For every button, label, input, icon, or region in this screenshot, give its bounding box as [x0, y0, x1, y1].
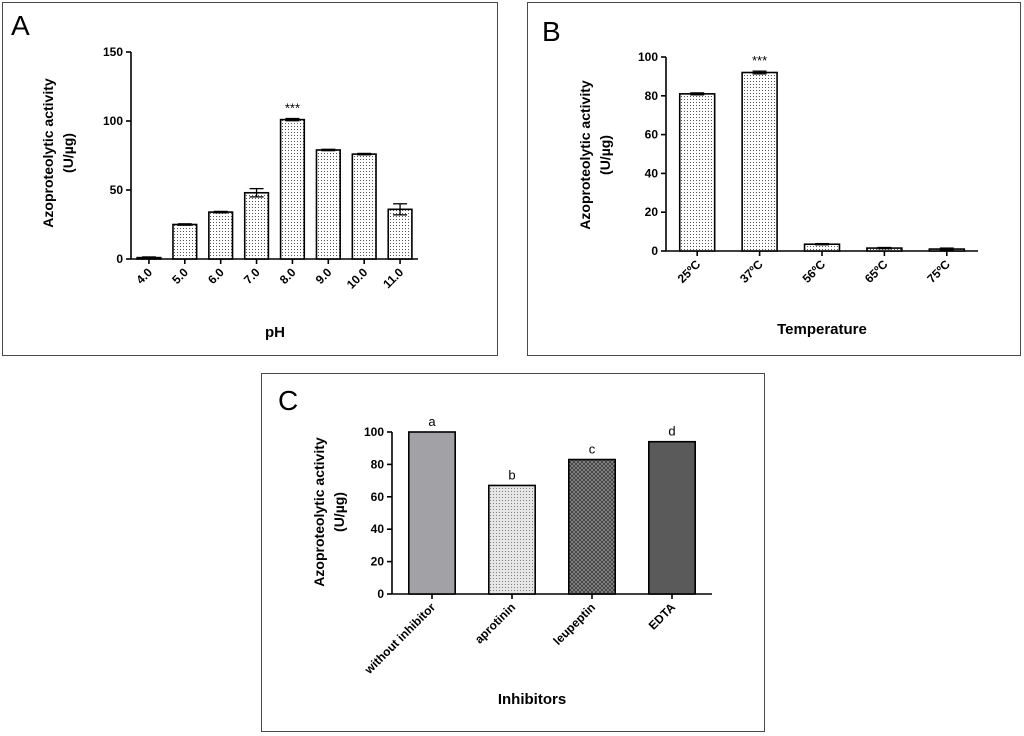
chart-b: B Azoproteolytic activity (U/µg) 0 20 40 60… [542, 16, 978, 338]
x-tick-label-a: 6.0 [205, 265, 227, 287]
y-axis-title-a-line2: (U/µg) [60, 133, 76, 173]
x-axis-title-a: pH [265, 324, 285, 341]
x-tick-label-a: 5.0 [169, 265, 191, 287]
x-axis-title-c: Inhibitors [498, 691, 566, 708]
x-tick-label-a: 7.0 [241, 265, 263, 287]
y-tick-label-c: 80 [371, 457, 385, 471]
y-axis-title-a-line1: Azoproteolytic activity [40, 78, 56, 228]
y-tick-label-c: 20 [371, 555, 385, 569]
y-tick-label-b: 20 [645, 205, 659, 219]
data-annotation-c: a [428, 414, 436, 429]
panel-label-b: B [542, 16, 561, 47]
x-tick-label-c: EDTA [646, 600, 679, 633]
bar-a [208, 211, 234, 260]
panel-label-c: C [278, 385, 298, 416]
chart-a: A Azoproteolytic activity (U/µg) 0 50 100 1… [11, 10, 418, 341]
x-tick-label-b: 25ºC [675, 257, 704, 286]
x-axis-title-b: Temperature [777, 321, 867, 338]
x-tick-label-c: aprotinin [472, 600, 518, 646]
x-tick-label-a: 10.0 [344, 265, 371, 292]
bar-a [315, 149, 341, 260]
plot-area-b: 0 20 40 60 80 100 25ºC *** 37ºC 56ºC 65ºC 75ºC [638, 50, 978, 286]
bar-b [741, 71, 778, 252]
chart-c: C Azoproteolytic activity (U/µg) 0 20 40 60… [278, 385, 712, 708]
data-annotation-a: *** [285, 101, 300, 116]
x-tick-label-a: 4.0 [133, 265, 155, 287]
data-annotation-b: *** [752, 53, 767, 68]
panel-c: C Azoproteolytic activity (U/µg) 0 20 40 60… [261, 373, 765, 732]
y-tick-label-b: 60 [645, 128, 659, 142]
x-tick-label-c: leupeptin [551, 600, 599, 648]
panel-label-a: A [11, 10, 30, 41]
data-annotation-c: b [508, 467, 515, 482]
bar-a [351, 153, 377, 260]
bar-c [647, 440, 696, 595]
x-tick-label-b: 37ºC [737, 257, 766, 286]
y-tick-label-a: 50 [110, 183, 124, 197]
x-tick-label-b: 56ºC [800, 257, 829, 286]
plot-area-a: 0 50 100 150 4.0 5.0 6.0 7.0 *** 8.0 9.0 10.0 11.0 [103, 45, 418, 292]
bar-c [567, 458, 616, 595]
bar-a [243, 191, 270, 260]
x-tick-label-a: 9.0 [313, 265, 335, 287]
bar-a [387, 208, 413, 260]
plot-area-c: 0 20 40 60 80 100 a without inhibitor b aprotinin… [361, 414, 712, 677]
y-axis-title-c-line1: Azoproteolytic activity [311, 437, 327, 587]
y-tick-label-a: 0 [116, 252, 123, 266]
y-tick-label-a: 150 [103, 45, 123, 59]
x-tick-label-b: 65ºC [862, 257, 891, 286]
data-annotation-c: c [589, 442, 596, 457]
y-tick-label-b: 100 [638, 50, 658, 64]
bar-c [488, 484, 537, 595]
x-tick-label-c: without inhibitor [361, 600, 438, 677]
y-tick-label-c: 40 [371, 522, 385, 536]
panel-a: A Azoproteolytic activity (U/µg) 0 50 100 1… [2, 2, 498, 356]
x-tick-label-b: 75ºC [924, 257, 953, 286]
y-axis-title-b-line1: Azoproteolytic activity [577, 80, 593, 230]
y-axis-title-b-line2: (U/µg) [597, 135, 613, 175]
bar-a [279, 118, 306, 260]
bar-b [678, 93, 716, 252]
bar-a [172, 223, 198, 260]
y-tick-label-b: 80 [645, 89, 659, 103]
y-tick-label-b: 40 [645, 166, 659, 180]
y-tick-label-c: 0 [377, 587, 384, 601]
y-axis-title-c-line2: (U/µg) [331, 492, 347, 532]
x-tick-label-a: 11.0 [380, 265, 406, 291]
y-tick-label-c: 100 [364, 425, 384, 439]
y-tick-label-a: 100 [103, 114, 123, 128]
x-tick-label-a: 8.0 [277, 265, 299, 287]
panel-b: B Azoproteolytic activity (U/µg) 0 20 40 60… [527, 2, 1021, 356]
data-annotation-c: d [668, 424, 675, 439]
bar-c [408, 431, 457, 595]
y-tick-label-c: 60 [371, 490, 385, 504]
y-tick-label-b: 0 [651, 244, 658, 258]
